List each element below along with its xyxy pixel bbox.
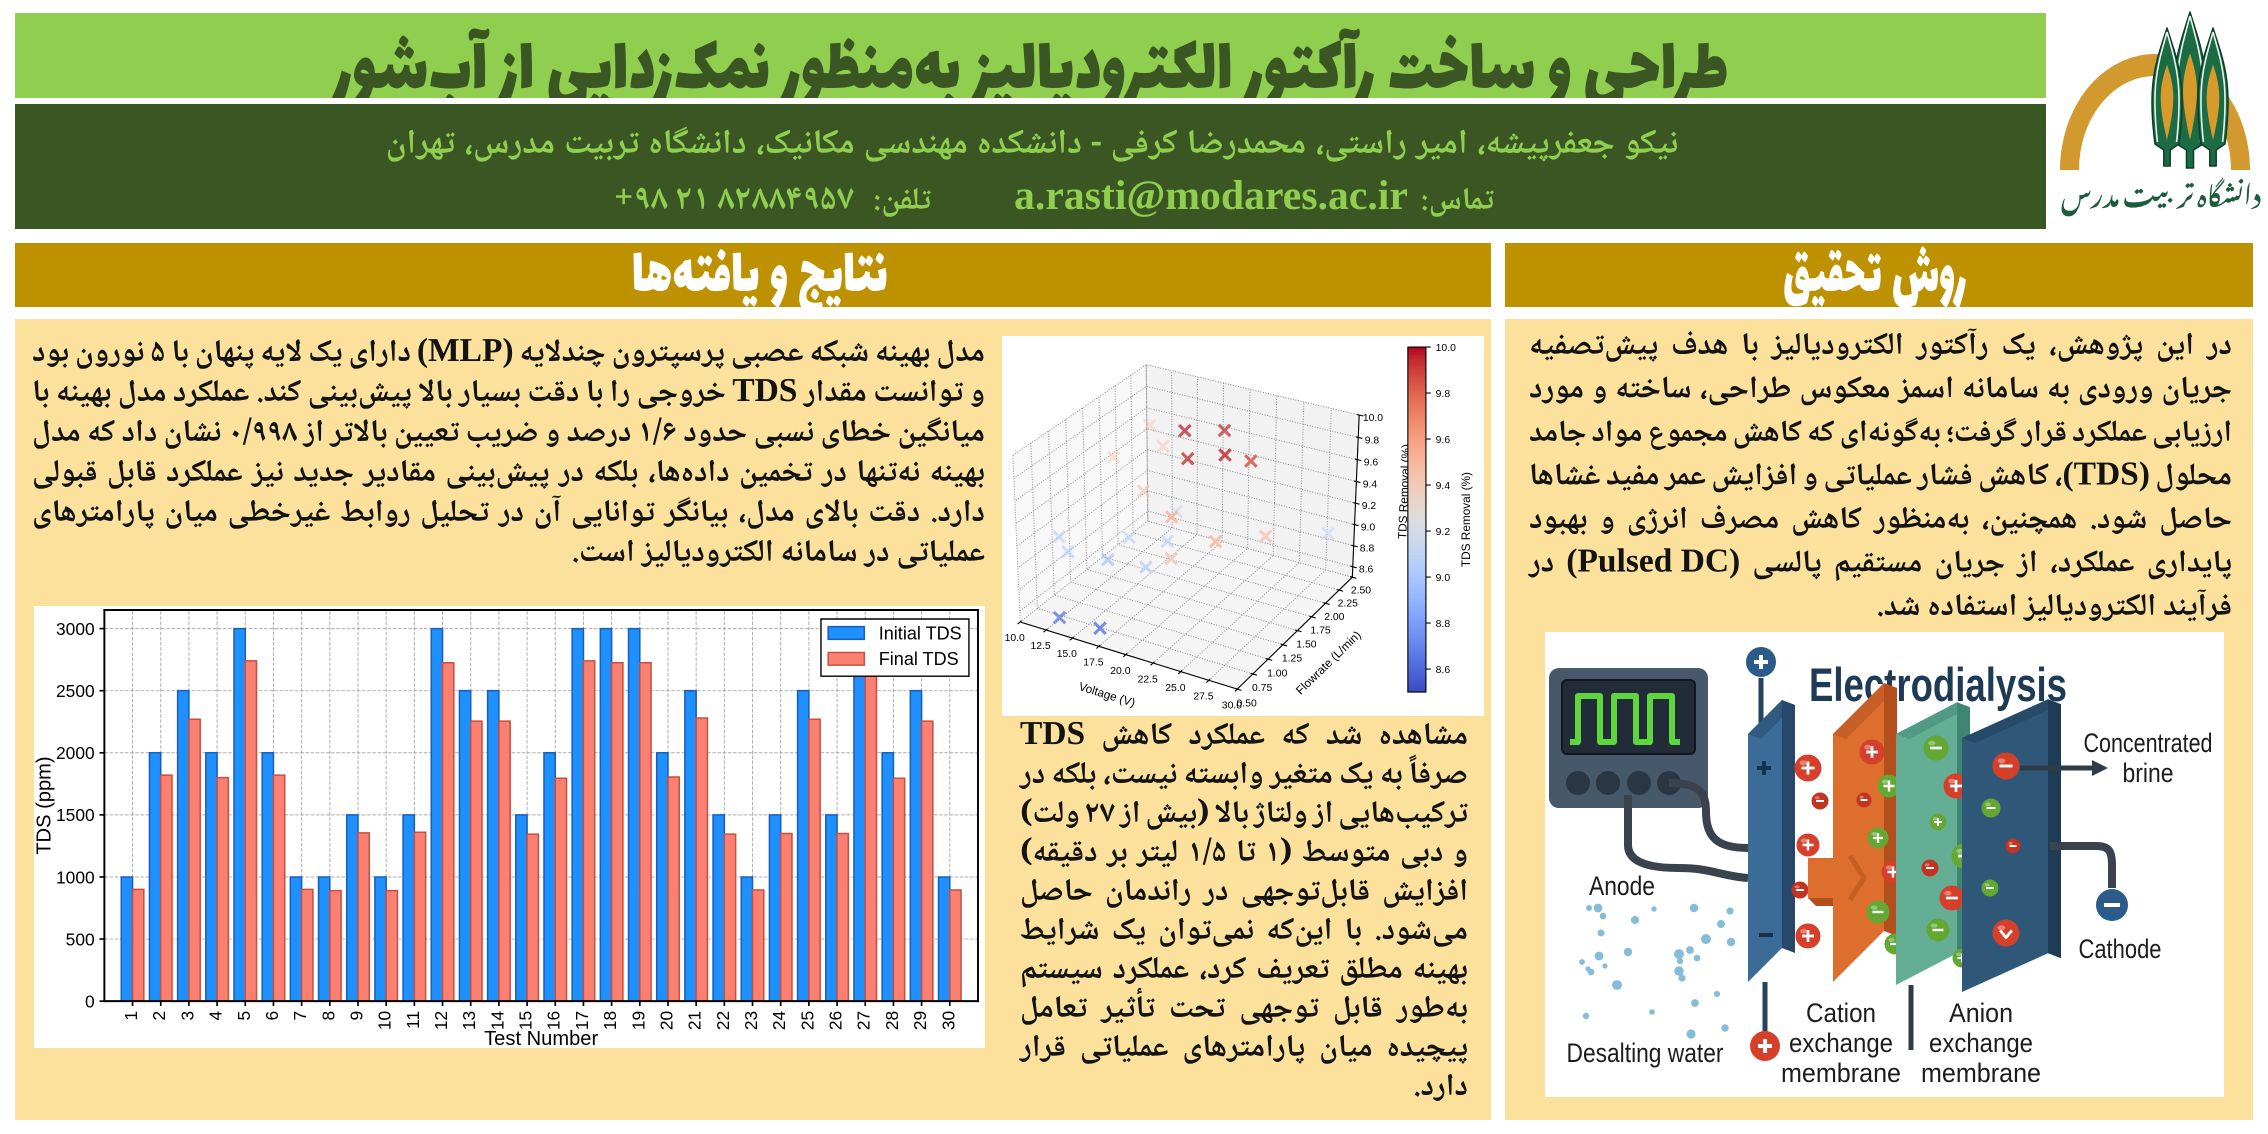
- svg-text:Desalting water: Desalting water: [1567, 1038, 1724, 1068]
- svg-text:2500: 2500: [56, 681, 95, 701]
- svg-text:27: 27: [854, 1011, 874, 1030]
- svg-text:28: 28: [882, 1011, 902, 1030]
- svg-text:25.0: 25.0: [1165, 683, 1185, 694]
- svg-text:9.2: 9.2: [1362, 501, 1377, 512]
- svg-text:17: 17: [572, 1011, 592, 1030]
- svg-text:2.25: 2.25: [1338, 599, 1358, 610]
- svg-text:Final TDS: Final TDS: [879, 649, 959, 669]
- svg-text:1.25: 1.25: [1282, 654, 1302, 665]
- svg-text:Test Number: Test Number: [484, 1028, 598, 1048]
- svg-text:9.0: 9.0: [1436, 573, 1451, 584]
- svg-text:23: 23: [741, 1011, 761, 1030]
- svg-text:0.75: 0.75: [1252, 683, 1272, 694]
- svg-text:9.8: 9.8: [1436, 389, 1451, 400]
- svg-text:2: 2: [149, 1011, 169, 1021]
- svg-text:9.0: 9.0: [1361, 522, 1376, 533]
- svg-text:8.6: 8.6: [1359, 565, 1374, 576]
- svg-text:10.0: 10.0: [1436, 343, 1456, 354]
- svg-text:9.4: 9.4: [1363, 479, 1378, 490]
- svg-text:Anion: Anion: [1949, 998, 2013, 1028]
- svg-text:20.0: 20.0: [1110, 666, 1130, 677]
- svg-text:Cathode: Cathode: [2079, 934, 2162, 964]
- svg-text:22.5: 22.5: [1138, 674, 1158, 685]
- svg-text:25: 25: [797, 1011, 817, 1030]
- svg-text:7: 7: [290, 1011, 310, 1021]
- svg-text:27.5: 27.5: [1193, 692, 1213, 703]
- svg-text:TDS (ppm): TDS (ppm): [34, 756, 55, 854]
- svg-text:18: 18: [600, 1011, 620, 1030]
- svg-text:5: 5: [234, 1011, 254, 1021]
- svg-text:500: 500: [66, 929, 95, 949]
- svg-text:6: 6: [262, 1011, 282, 1021]
- svg-text:exchange: exchange: [1929, 1028, 2033, 1058]
- svg-text:2.00: 2.00: [1324, 612, 1344, 623]
- svg-text:Anode: Anode: [1589, 871, 1655, 901]
- svg-text:15: 15: [516, 1011, 536, 1030]
- svg-text:29: 29: [910, 1011, 930, 1030]
- svg-text:19: 19: [628, 1011, 648, 1030]
- svg-text:12.5: 12.5: [1030, 641, 1050, 652]
- svg-text:0: 0: [85, 991, 95, 1011]
- svg-text:11: 11: [403, 1011, 423, 1029]
- svg-text:10.0: 10.0: [1363, 413, 1383, 424]
- svg-text:8.6: 8.6: [1436, 665, 1451, 676]
- svg-text:2000: 2000: [56, 743, 95, 763]
- svg-text:4: 4: [206, 1011, 226, 1021]
- svg-text:2.50: 2.50: [1351, 586, 1371, 597]
- svg-text:1: 1: [121, 1011, 141, 1021]
- svg-text:9.8: 9.8: [1365, 435, 1380, 446]
- svg-text:brine: brine: [2123, 758, 2174, 788]
- svg-text:1.75: 1.75: [1310, 626, 1330, 637]
- svg-text:9: 9: [346, 1011, 366, 1021]
- svg-text:Electrodialysis: Electrodialysis: [1809, 658, 2067, 711]
- svg-text:14: 14: [487, 1011, 507, 1031]
- svg-text:1000: 1000: [56, 867, 95, 887]
- svg-text:9.6: 9.6: [1436, 435, 1451, 446]
- svg-text:9.2: 9.2: [1436, 527, 1451, 538]
- svg-text:3000: 3000: [56, 619, 95, 639]
- svg-text:12: 12: [431, 1011, 451, 1030]
- svg-text:9.6: 9.6: [1364, 457, 1379, 468]
- svg-text:8: 8: [318, 1011, 338, 1021]
- svg-text:3: 3: [177, 1011, 197, 1021]
- svg-text:Concentrated: Concentrated: [2084, 728, 2213, 758]
- svg-text:21: 21: [685, 1011, 705, 1030]
- svg-text:8.8: 8.8: [1436, 619, 1451, 630]
- svg-text:30: 30: [938, 1011, 958, 1030]
- svg-text:Cation: Cation: [1806, 998, 1876, 1028]
- svg-text:20: 20: [656, 1011, 676, 1030]
- svg-text:24: 24: [769, 1011, 789, 1031]
- svg-text:10: 10: [375, 1011, 395, 1030]
- svg-text:8.8: 8.8: [1360, 544, 1375, 555]
- svg-text:0.50: 0.50: [1237, 698, 1257, 709]
- svg-text:TDS Removal (%): TDS Removal (%): [1459, 472, 1473, 567]
- svg-text:9.4: 9.4: [1436, 481, 1451, 492]
- svg-text:exchange: exchange: [1789, 1028, 1893, 1058]
- svg-text:15.0: 15.0: [1057, 649, 1077, 660]
- svg-text:1500: 1500: [56, 805, 95, 825]
- svg-text:membrane: membrane: [1781, 1058, 1901, 1088]
- svg-text:membrane: membrane: [1921, 1058, 2041, 1088]
- svg-text:30.0: 30.0: [1222, 701, 1242, 712]
- svg-text:26: 26: [826, 1011, 846, 1030]
- svg-text:1.00: 1.00: [1267, 668, 1287, 679]
- svg-text:1.50: 1.50: [1296, 639, 1316, 650]
- svg-text:22: 22: [713, 1011, 733, 1030]
- svg-text:Initial TDS: Initial TDS: [879, 623, 962, 643]
- svg-text:10.0: 10.0: [1005, 633, 1025, 644]
- svg-text:16: 16: [544, 1011, 564, 1030]
- svg-text:17.5: 17.5: [1083, 657, 1103, 668]
- svg-text:13: 13: [459, 1011, 479, 1030]
